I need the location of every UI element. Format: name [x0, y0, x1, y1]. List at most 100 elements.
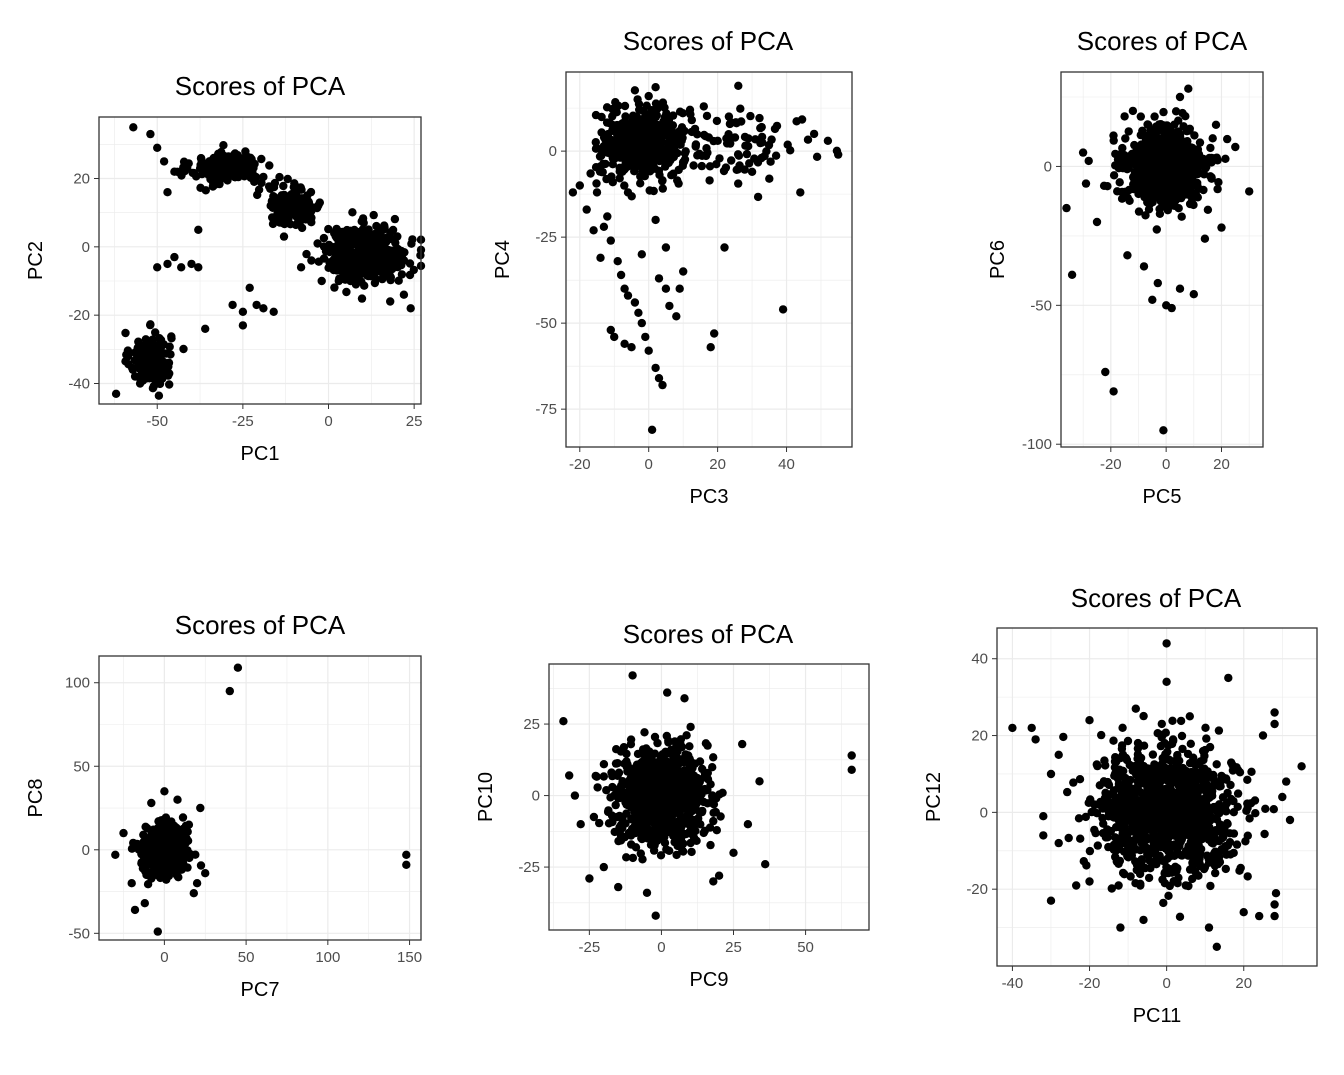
- data-point: [259, 304, 268, 313]
- data-point: [589, 226, 598, 235]
- data-point: [1194, 168, 1203, 177]
- data-point: [651, 363, 660, 373]
- data-point: [1092, 217, 1102, 227]
- data-point: [1093, 761, 1102, 771]
- data-point: [179, 344, 188, 354]
- data-point: [689, 161, 698, 170]
- data-point: [614, 768, 624, 777]
- data-point: [712, 160, 721, 169]
- data-point: [718, 788, 727, 797]
- data-point: [226, 162, 236, 171]
- data-point: [204, 170, 213, 180]
- data-point: [1128, 184, 1138, 194]
- data-point: [1174, 190, 1183, 199]
- data-point: [291, 220, 301, 230]
- data-point: [669, 765, 678, 774]
- data-point: [348, 208, 357, 217]
- data-point: [703, 741, 712, 750]
- data-point: [143, 880, 153, 889]
- data-point: [608, 178, 617, 187]
- data-point: [173, 833, 182, 842]
- data-point: [283, 174, 292, 184]
- data-point: [307, 256, 316, 265]
- data-point: [338, 259, 347, 268]
- data-point: [192, 879, 202, 888]
- data-point: [608, 120, 617, 130]
- data-point: [197, 154, 206, 163]
- data-point: [680, 149, 690, 158]
- data-point: [1148, 750, 1158, 759]
- data-point: [1128, 106, 1138, 116]
- data-point: [624, 790, 634, 799]
- plot-frame: [565, 71, 853, 448]
- data-point: [297, 194, 306, 203]
- data-point: [634, 118, 644, 127]
- data-point: [716, 812, 725, 821]
- data-point: [634, 99, 644, 109]
- data-point: [765, 174, 774, 183]
- data-point: [706, 840, 715, 850]
- data-point: [1074, 814, 1084, 823]
- data-point: [1121, 134, 1130, 143]
- data-point: [657, 833, 666, 843]
- data-point: [680, 694, 689, 703]
- data-point: [1123, 251, 1132, 260]
- data-point: [1186, 191, 1196, 201]
- data-point: [1139, 711, 1148, 721]
- data-point: [620, 134, 629, 144]
- x-tick-label: 25: [406, 413, 423, 430]
- y-axis-label: PC6: [987, 240, 1009, 279]
- data-point: [331, 232, 340, 241]
- data-point: [603, 212, 612, 221]
- data-point: [189, 168, 199, 178]
- data-point: [640, 786, 649, 795]
- data-point: [693, 151, 702, 160]
- data-point: [1269, 805, 1279, 814]
- data-point: [154, 391, 164, 400]
- data-point: [1179, 122, 1188, 131]
- data-point: [608, 160, 617, 169]
- data-point: [1214, 726, 1224, 735]
- data-point: [803, 135, 813, 144]
- data-point: [1111, 769, 1120, 778]
- data-point: [1198, 159, 1207, 168]
- data-point: [650, 732, 660, 742]
- x-tick-label: 20: [709, 456, 726, 473]
- data-point: [596, 253, 605, 262]
- data-point: [1176, 716, 1186, 726]
- data-point: [279, 232, 289, 241]
- data-point: [733, 150, 743, 159]
- data-point: [675, 284, 684, 293]
- data-point: [710, 329, 719, 338]
- data-point: [1184, 84, 1193, 93]
- data-point: [734, 179, 743, 188]
- data-point: [238, 321, 248, 330]
- x-tick-label: 20: [1213, 456, 1230, 473]
- data-point: [119, 828, 128, 838]
- data-point: [667, 128, 676, 137]
- data-point: [1175, 92, 1185, 102]
- data-point: [137, 839, 147, 848]
- data-point: [613, 257, 622, 266]
- data-point: [597, 150, 606, 159]
- data-point: [648, 808, 657, 817]
- data-point: [701, 132, 710, 141]
- data-point: [266, 184, 275, 193]
- data-point: [1164, 133, 1173, 143]
- data-point: [271, 194, 281, 203]
- data-point: [1206, 172, 1215, 181]
- data-point: [196, 861, 206, 870]
- data-point: [687, 847, 696, 857]
- data-point: [705, 162, 715, 171]
- data-point: [691, 140, 701, 149]
- data-point: [736, 104, 745, 113]
- data-point: [1177, 212, 1186, 221]
- data-point: [647, 111, 657, 121]
- data-point: [252, 300, 261, 310]
- data-point: [363, 232, 372, 241]
- data-point: [304, 202, 313, 211]
- data-point: [620, 284, 629, 293]
- y-tick-label: 0: [549, 143, 557, 160]
- data-point: [1125, 196, 1134, 205]
